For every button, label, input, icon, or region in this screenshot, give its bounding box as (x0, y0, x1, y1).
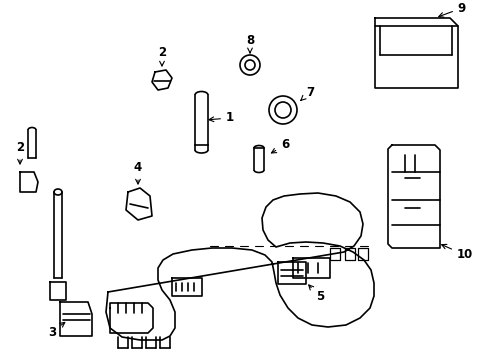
Text: 10: 10 (441, 244, 472, 261)
Text: 8: 8 (245, 33, 254, 53)
Text: 1: 1 (208, 112, 234, 125)
Text: 4: 4 (134, 162, 142, 184)
Text: 9: 9 (438, 1, 465, 17)
Text: 6: 6 (271, 139, 288, 153)
Text: 3: 3 (48, 323, 64, 338)
Text: 2: 2 (158, 45, 166, 66)
Text: 2: 2 (16, 141, 24, 164)
Text: 7: 7 (300, 85, 313, 100)
Text: 5: 5 (308, 285, 324, 303)
